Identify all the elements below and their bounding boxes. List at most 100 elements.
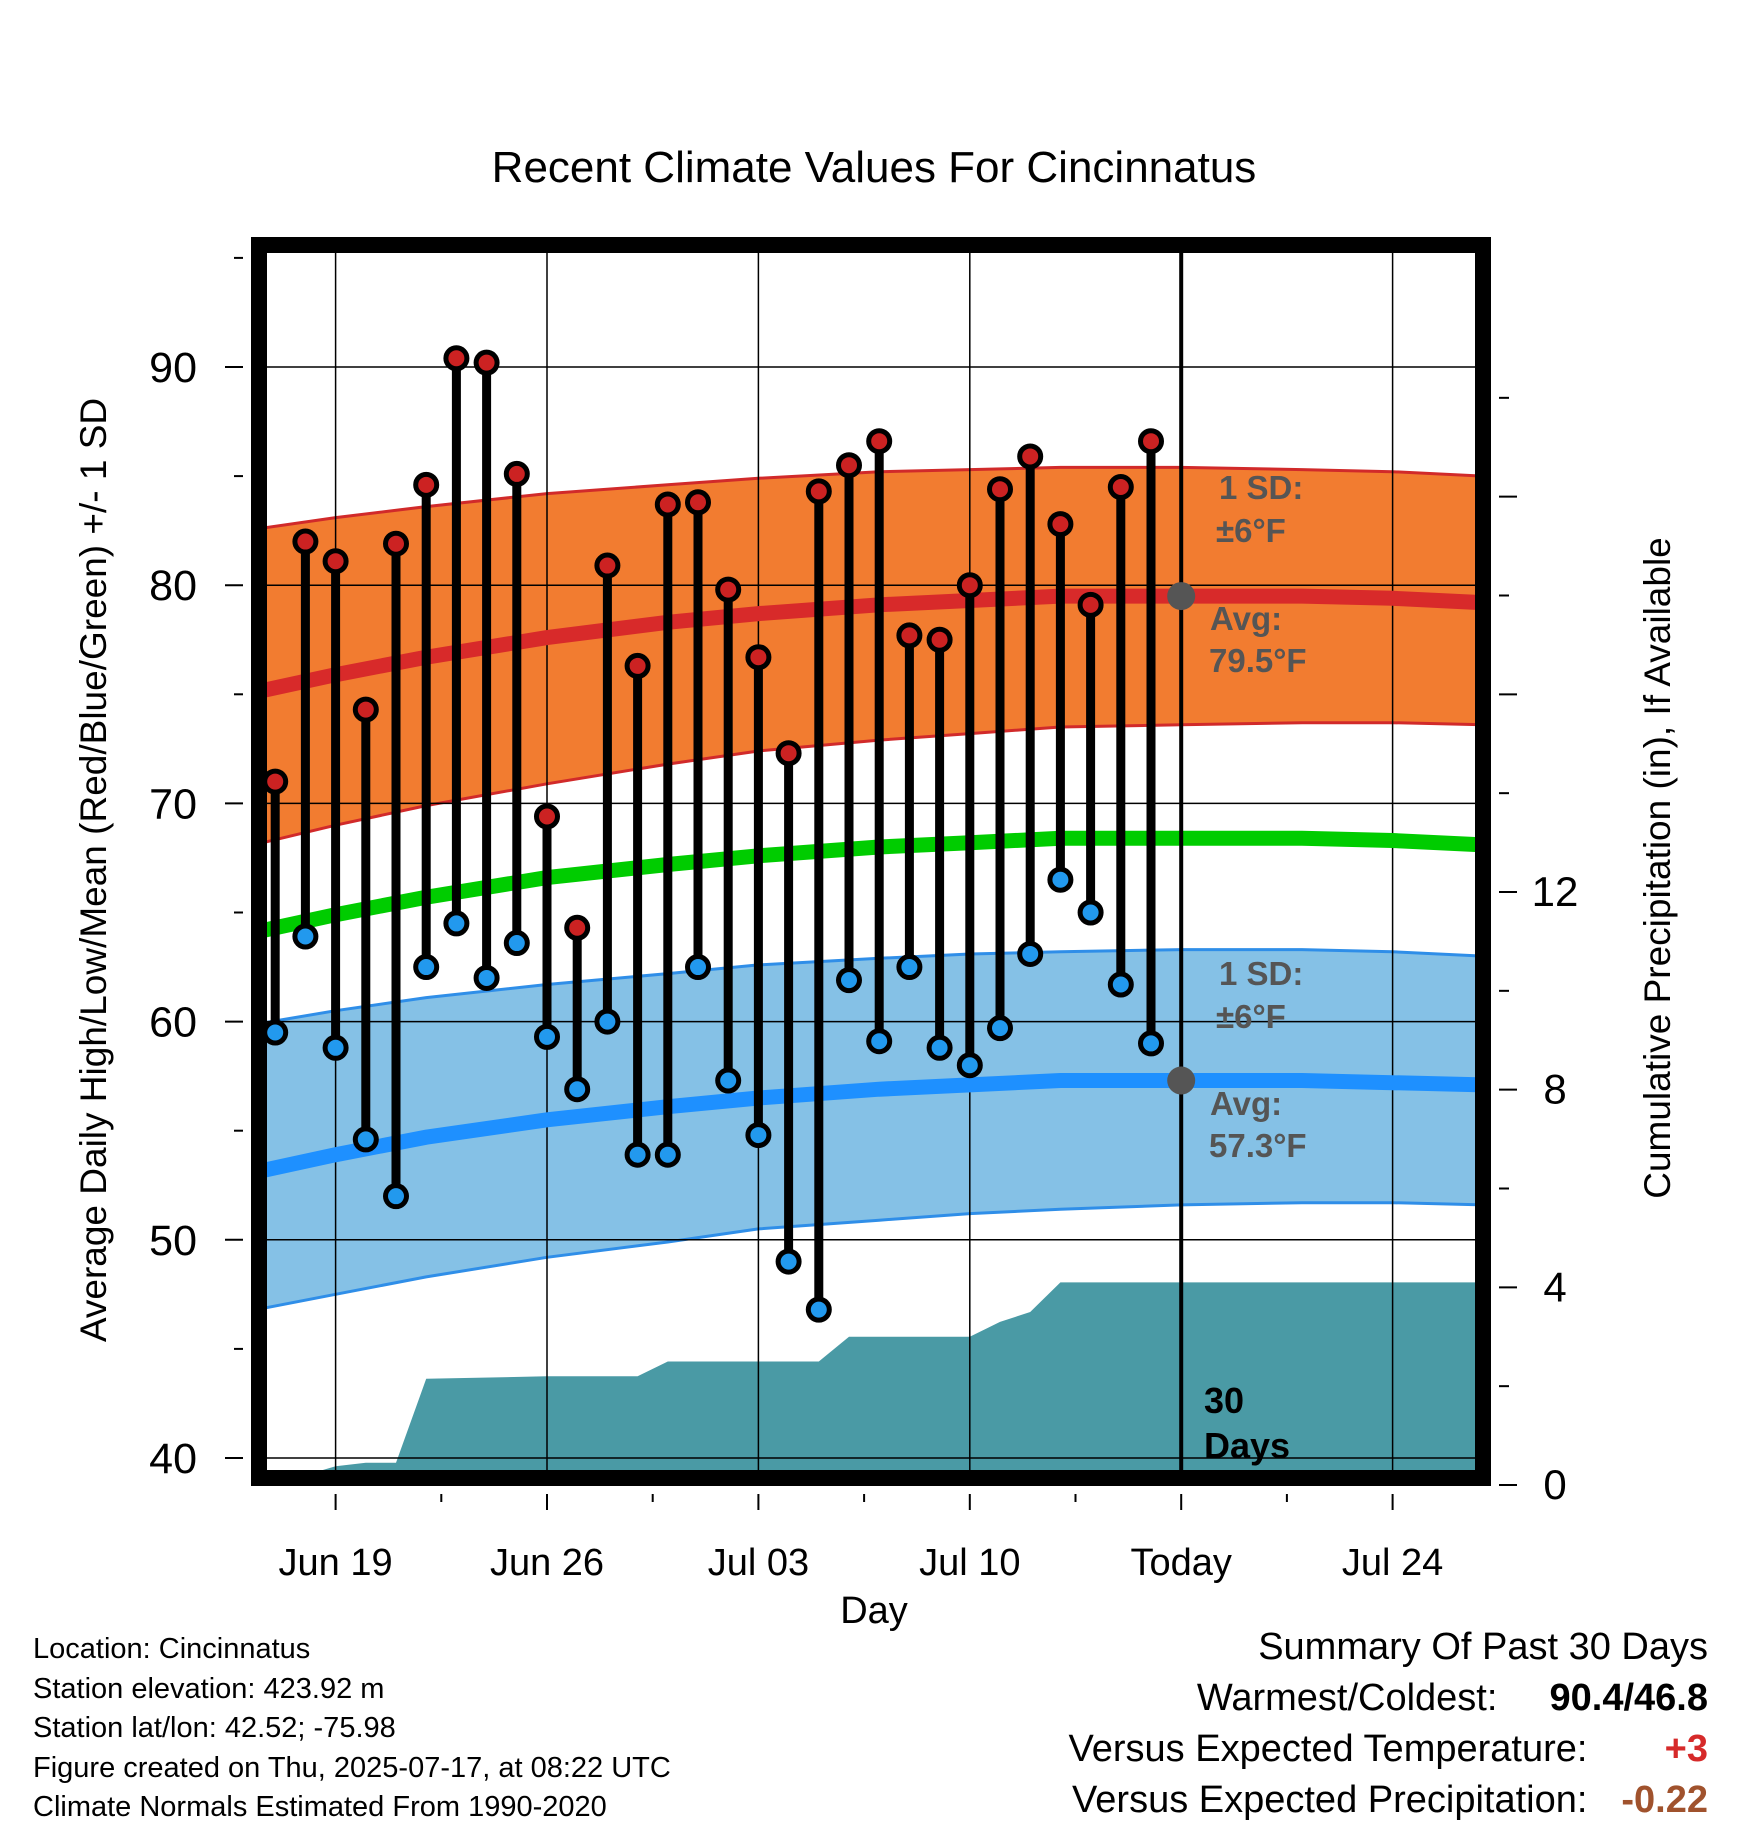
high-point (624, 652, 651, 679)
high-point (503, 460, 530, 487)
low-point (413, 954, 440, 981)
today-label-number: 30 (1204, 1380, 1244, 1421)
low-point (685, 954, 711, 981)
y-tick-label: 90 (149, 344, 197, 392)
high-point (866, 428, 893, 455)
elevation-text: Station elevation: 423.92 m (33, 1672, 385, 1705)
low-point (383, 1183, 409, 1210)
low-point (322, 1034, 349, 1061)
low-sd-label: 1 SD: (1219, 955, 1303, 992)
x-tick-label: Jul 24 (1342, 1542, 1443, 1584)
low-point (987, 1015, 1013, 1042)
created-text: Figure created on Thu, 2025-07-17, at 08… (33, 1751, 671, 1784)
low-sd-band-lower-edge (259, 1201, 1483, 1311)
mean-avg-line (259, 830, 1483, 939)
normals-text: Climate Normals Estimated From 1990-2020 (33, 1791, 607, 1823)
low-point (805, 1296, 832, 1323)
high-point (685, 489, 711, 516)
location-text: Location: Cincinnatus (33, 1633, 311, 1665)
x-tick-label: Jul 10 (919, 1542, 1020, 1584)
low-point (262, 1019, 289, 1046)
low-point (443, 910, 470, 937)
y-tick-label: 80 (149, 562, 197, 610)
y-axis-label: Average Daily High/Low/Mean (Red/Blue/Gr… (73, 398, 114, 1342)
high-point (836, 452, 862, 479)
station-info: Location: Cincinnatus Station elevation:… (33, 1630, 671, 1828)
high-avg-value: 79.5°F (1209, 642, 1307, 679)
low-avg-value: 57.3°F (1209, 1127, 1307, 1164)
temp-label: Versus Expected Temperature: (1068, 1728, 1588, 1770)
warm-cold-label: Warmest/Coldest: (1196, 1677, 1498, 1719)
low-point (1017, 940, 1044, 967)
low-sd-band (259, 949, 1483, 1310)
low-point (775, 1248, 802, 1275)
low-point (896, 954, 923, 981)
today-low-avg-marker (1167, 1066, 1196, 1095)
high-point (1077, 591, 1104, 618)
precip-label: Versus Expected Precipitation: (1072, 1779, 1588, 1821)
low-point (594, 1008, 621, 1035)
low-point (534, 1023, 560, 1050)
low-point (715, 1067, 742, 1094)
high-point (805, 478, 832, 505)
y-tick-label: 60 (149, 999, 197, 1047)
high-point (564, 914, 591, 941)
today-high-avg-marker (1167, 582, 1196, 611)
latlon-text: Station lat/lon: 42.52; -75.98 (33, 1712, 396, 1744)
low-sd-value: ±6°F (1216, 998, 1286, 1035)
high-point (987, 476, 1013, 503)
high-point (896, 622, 923, 649)
high-point (926, 626, 953, 653)
high-point (654, 491, 681, 518)
low-avg-line (259, 1073, 1483, 1179)
summary-panel: Summary Of Past 30 Days Warmest/Coldest:… (1069, 1622, 1708, 1826)
low-point (1138, 1030, 1164, 1057)
low-point (292, 923, 319, 950)
y2-tick-label: 0 (1543, 1461, 1566, 1508)
high-sd-label: 1 SD: (1219, 469, 1303, 506)
low-point (926, 1034, 953, 1061)
high-sd-band (259, 467, 1483, 844)
x-tick-label: Jun 26 (490, 1542, 604, 1584)
plot-frame (251, 237, 1491, 1486)
warm-cold-row: Warmest/Coldest: 90.4/46.8 (1069, 1673, 1708, 1724)
low-point (956, 1052, 983, 1079)
y2-tick-label: 8 (1543, 1066, 1566, 1113)
low-point (1047, 866, 1074, 893)
high-point (383, 530, 409, 557)
x-tick-label: Jul 03 (708, 1542, 809, 1584)
summary-header: Summary Of Past 30 Days (1258, 1626, 1708, 1668)
y-tick-label: 40 (149, 1435, 197, 1483)
low-point (745, 1122, 772, 1149)
high-point (775, 740, 802, 767)
plot-inner: 1 SD: ±6°F Avg: 79.5°F 1 SD: ±6°F Avg: 57.3°F 30… (259, 245, 1483, 1478)
high-point (715, 576, 742, 603)
high-point (1138, 428, 1164, 455)
precip-row: Versus Expected Precipitation: -0.22 (1069, 1775, 1708, 1826)
high-point (1047, 511, 1074, 538)
low-point (624, 1141, 651, 1168)
high-point (534, 803, 560, 830)
temp-row: Versus Expected Temperature: +3 (1069, 1724, 1708, 1775)
high-point (352, 696, 379, 723)
high-point (262, 768, 289, 795)
low-point (836, 967, 862, 994)
high-point (413, 471, 440, 498)
low-point (654, 1141, 681, 1168)
warm-cold-value: 90.4/46.8 (1549, 1677, 1708, 1719)
high-point (1017, 443, 1044, 470)
plot-area: 1 SD: ±6°F Avg: 79.5°F 1 SD: ±6°F Avg: 57.3°F 30… (149, 237, 1578, 1584)
high-point (594, 552, 621, 579)
x-tick-label: Today (1130, 1542, 1231, 1584)
low-avg-label: Avg: (1210, 1085, 1282, 1122)
high-sd-value: ±6°F (1216, 512, 1286, 549)
low-point (352, 1126, 379, 1153)
low-point (866, 1028, 893, 1055)
chart-title: Recent Climate Values For Cincinnatus (492, 143, 1257, 192)
high-avg-label: Avg: (1210, 600, 1282, 637)
high-point (956, 572, 983, 599)
high-point (322, 548, 349, 575)
low-point (503, 930, 530, 957)
low-point (1107, 971, 1134, 998)
